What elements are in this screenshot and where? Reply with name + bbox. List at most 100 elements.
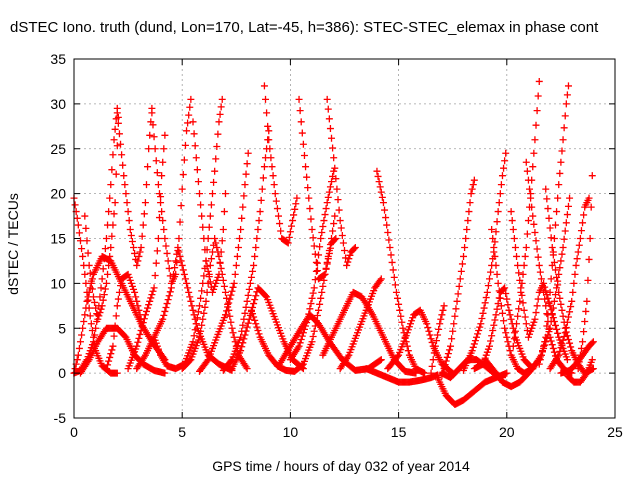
data-point-marker bbox=[101, 285, 109, 293]
data-point-marker bbox=[200, 235, 208, 242]
data-point-marker bbox=[533, 245, 541, 253]
data-point-marker bbox=[470, 176, 478, 184]
data-point-marker bbox=[497, 302, 505, 310]
data-point-marker bbox=[266, 145, 274, 153]
data-point-marker bbox=[244, 291, 252, 299]
data-point-marker bbox=[245, 285, 253, 293]
data-point-marker bbox=[184, 284, 192, 292]
data-series bbox=[563, 356, 596, 386]
data-series bbox=[323, 95, 359, 269]
data-point-marker bbox=[88, 341, 96, 349]
data-series bbox=[427, 302, 448, 377]
data-point-marker bbox=[217, 264, 225, 272]
data-point-marker bbox=[91, 298, 99, 306]
data-point-marker bbox=[108, 232, 116, 240]
data-point-marker bbox=[492, 311, 500, 319]
data-point-marker bbox=[217, 103, 225, 111]
data-point-marker bbox=[440, 364, 448, 372]
data-point-marker bbox=[212, 279, 220, 287]
data-point-marker bbox=[212, 155, 220, 163]
data-point-marker bbox=[557, 158, 565, 166]
data-point-marker bbox=[444, 350, 452, 358]
data-point-marker bbox=[484, 345, 492, 353]
data-point-marker bbox=[557, 300, 565, 308]
data-point-marker bbox=[298, 332, 306, 340]
data-point-marker bbox=[99, 296, 107, 304]
data-point-marker bbox=[474, 330, 482, 338]
data-point-marker bbox=[544, 311, 552, 319]
data-point-marker bbox=[503, 369, 511, 377]
data-point-marker bbox=[571, 270, 579, 278]
data-point-marker bbox=[331, 212, 339, 220]
x-tick-label: 10 bbox=[283, 424, 299, 440]
data-point-marker bbox=[546, 224, 554, 232]
data-point-marker bbox=[166, 288, 174, 296]
data-point-marker bbox=[295, 342, 303, 350]
data-point-marker bbox=[186, 293, 194, 301]
data-point-marker bbox=[323, 199, 331, 207]
data-point-marker bbox=[299, 140, 307, 148]
data-point-marker bbox=[180, 270, 188, 278]
data-point-marker bbox=[558, 340, 566, 348]
data-point-marker bbox=[208, 190, 216, 198]
data-point-marker bbox=[494, 279, 502, 287]
data-point-marker bbox=[92, 324, 100, 332]
data-point-marker bbox=[114, 295, 122, 303]
data-point-marker bbox=[317, 294, 325, 302]
data-point-marker bbox=[575, 358, 583, 366]
data-point-marker bbox=[495, 287, 503, 295]
data-point-marker bbox=[320, 271, 328, 279]
y-tick-label: 35 bbox=[50, 51, 66, 67]
data-point-marker bbox=[317, 235, 325, 242]
data-series bbox=[189, 118, 229, 296]
data-point-marker bbox=[206, 278, 214, 286]
data-point-marker bbox=[204, 267, 212, 275]
data-point-marker bbox=[131, 288, 139, 296]
data-point-marker bbox=[194, 178, 202, 186]
data-point-marker bbox=[211, 235, 219, 242]
data-point-marker bbox=[341, 246, 348, 254]
data-point-marker bbox=[294, 344, 302, 352]
data-point-marker bbox=[546, 288, 554, 296]
data-point-marker bbox=[218, 237, 226, 245]
data-point-marker bbox=[119, 161, 127, 169]
data-point-marker bbox=[84, 249, 92, 257]
data-series bbox=[460, 149, 510, 374]
x-tick-label: 20 bbox=[499, 424, 515, 440]
data-point-marker bbox=[141, 311, 149, 319]
data-point-marker bbox=[554, 281, 562, 289]
data-point-marker bbox=[338, 232, 346, 240]
data-point-marker bbox=[539, 282, 547, 290]
data-point-marker bbox=[528, 324, 536, 332]
data-point-marker bbox=[160, 226, 168, 234]
data-point-marker bbox=[79, 324, 87, 332]
data-point-marker bbox=[555, 181, 563, 189]
data-point-marker bbox=[111, 322, 119, 330]
data-point-marker bbox=[189, 118, 197, 126]
data-point-marker bbox=[223, 307, 231, 315]
data-point-marker bbox=[483, 288, 491, 296]
data-point-marker bbox=[389, 266, 397, 274]
data-point-marker bbox=[107, 243, 115, 251]
data-point-marker bbox=[330, 154, 338, 162]
data-point-marker bbox=[536, 268, 544, 276]
data-point-marker bbox=[110, 210, 118, 218]
data-point-marker bbox=[158, 208, 166, 216]
data-point-marker bbox=[513, 320, 521, 328]
data-point-marker bbox=[563, 318, 571, 326]
data-point-marker bbox=[186, 357, 194, 365]
data-point-marker bbox=[563, 91, 571, 99]
data-point-marker bbox=[286, 228, 294, 236]
data-point-marker bbox=[319, 282, 327, 290]
data-point-marker bbox=[199, 223, 207, 231]
data-point-marker bbox=[540, 342, 548, 350]
data-point-marker bbox=[230, 333, 238, 341]
data-point-marker bbox=[136, 248, 144, 256]
data-point-marker bbox=[535, 261, 543, 269]
data-point-marker bbox=[374, 172, 382, 180]
data-point-marker bbox=[101, 245, 109, 253]
data-point-marker bbox=[175, 248, 183, 256]
data-point-marker bbox=[558, 147, 566, 155]
data-point-marker bbox=[588, 356, 596, 364]
